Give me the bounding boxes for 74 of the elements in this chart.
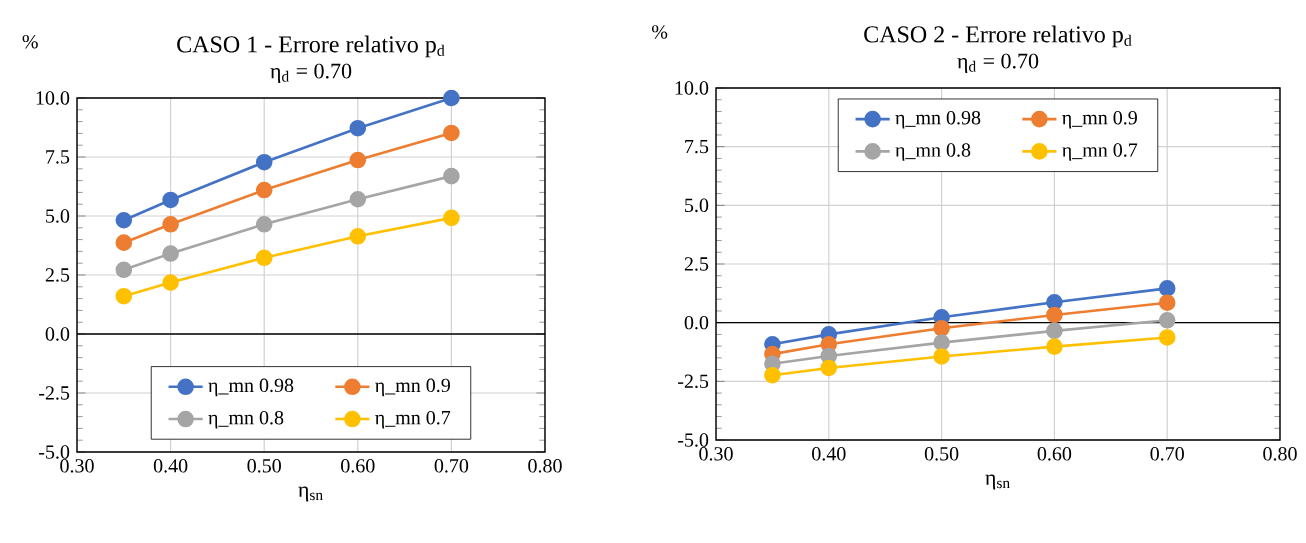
point (115, 261, 133, 279)
point (349, 228, 367, 245)
point (115, 211, 133, 229)
point (933, 348, 950, 365)
legend-label: η_mn 0.98 (895, 110, 981, 129)
legend-label: η_mn 0.98 (208, 378, 294, 397)
point (1046, 322, 1063, 340)
point (1046, 306, 1063, 324)
x-tick-label: 0.60 (341, 459, 375, 473)
x-tick-label: 0.70 (1150, 447, 1184, 461)
point (443, 89, 460, 107)
y-axis-title: % (651, 25, 668, 39)
x-tick-label: 0.40 (812, 447, 846, 461)
y-tick-label: -5.0 (678, 433, 709, 447)
point (349, 119, 367, 137)
x-tick-label: 0.30 (60, 459, 94, 473)
x-axis-title: η$_{sn}$ (985, 474, 1010, 490)
point (255, 215, 273, 233)
y-tick-label: 2.5 (684, 257, 709, 271)
chart-title: CASO 1 - Errore relativo p$_{d}$ (177, 35, 445, 58)
y-tick-label: -5.0 (39, 445, 70, 459)
y-tick-label: 0.0 (684, 315, 709, 330)
point (255, 181, 273, 199)
point (820, 359, 838, 377)
point (349, 190, 367, 208)
legend-label: η_mn 0.7 (1062, 143, 1138, 161)
point (1158, 280, 1176, 297)
point (443, 167, 460, 185)
point (255, 249, 273, 267)
point (162, 245, 179, 262)
y-tick-label: 10.0 (675, 81, 709, 95)
y-tick-label: 7.5 (46, 150, 70, 164)
chart-subtitle: η$_{d}$ = 0.70 (957, 53, 1039, 73)
y-tick-label: 0.0 (45, 327, 70, 341)
y-tick-label: 5.0 (685, 198, 709, 213)
point (933, 320, 950, 337)
y-tick-label: 5.0 (46, 209, 70, 223)
point (162, 215, 179, 233)
x-axis-title: η$_{sn}$ (298, 486, 323, 502)
x-tick-label: 0.80 (528, 459, 562, 473)
point (764, 366, 781, 384)
point (933, 334, 950, 351)
point (115, 287, 133, 305)
legend-label: η_mn 0.8 (208, 410, 284, 429)
legend-label: η_mn 0.8 (895, 143, 971, 161)
legend-label: η_mn 0.7 (375, 410, 451, 429)
point (443, 209, 460, 227)
legend-label: η_mn 0.9 (1062, 110, 1137, 129)
point (1158, 294, 1176, 312)
chart-subtitle: η$_{d}$ = 0.70 (270, 63, 352, 83)
point (255, 153, 273, 171)
x-tick-label: 0.80 (1263, 447, 1297, 461)
y-tick-label: 7.5 (685, 139, 709, 154)
y-tick-label: 2.5 (45, 268, 70, 282)
y-tick-label: 10.0 (36, 91, 70, 105)
point (1158, 329, 1176, 346)
legend-label: η_mn 0.9 (375, 378, 450, 397)
x-tick-label: 0.70 (434, 459, 469, 473)
point (162, 191, 179, 209)
x-tick-label: 0.60 (1037, 447, 1072, 461)
chart-title: CASO 2 - Errore relativo p$_{d}$ (864, 25, 1132, 48)
y-tick-label: -2.5 (678, 374, 709, 389)
point (115, 234, 133, 251)
x-tick-label: 0.40 (153, 459, 188, 473)
point (443, 124, 460, 142)
point (1046, 338, 1063, 355)
point (1158, 312, 1176, 329)
point (162, 274, 179, 291)
y-axis-title: % (22, 34, 38, 49)
x-tick-label: 0.30 (699, 447, 733, 461)
x-tick-label: 0.50 (924, 447, 959, 461)
x-tick-label: 0.50 (247, 459, 281, 473)
y-tick-label: -2.5 (39, 386, 70, 400)
point (349, 151, 367, 169)
